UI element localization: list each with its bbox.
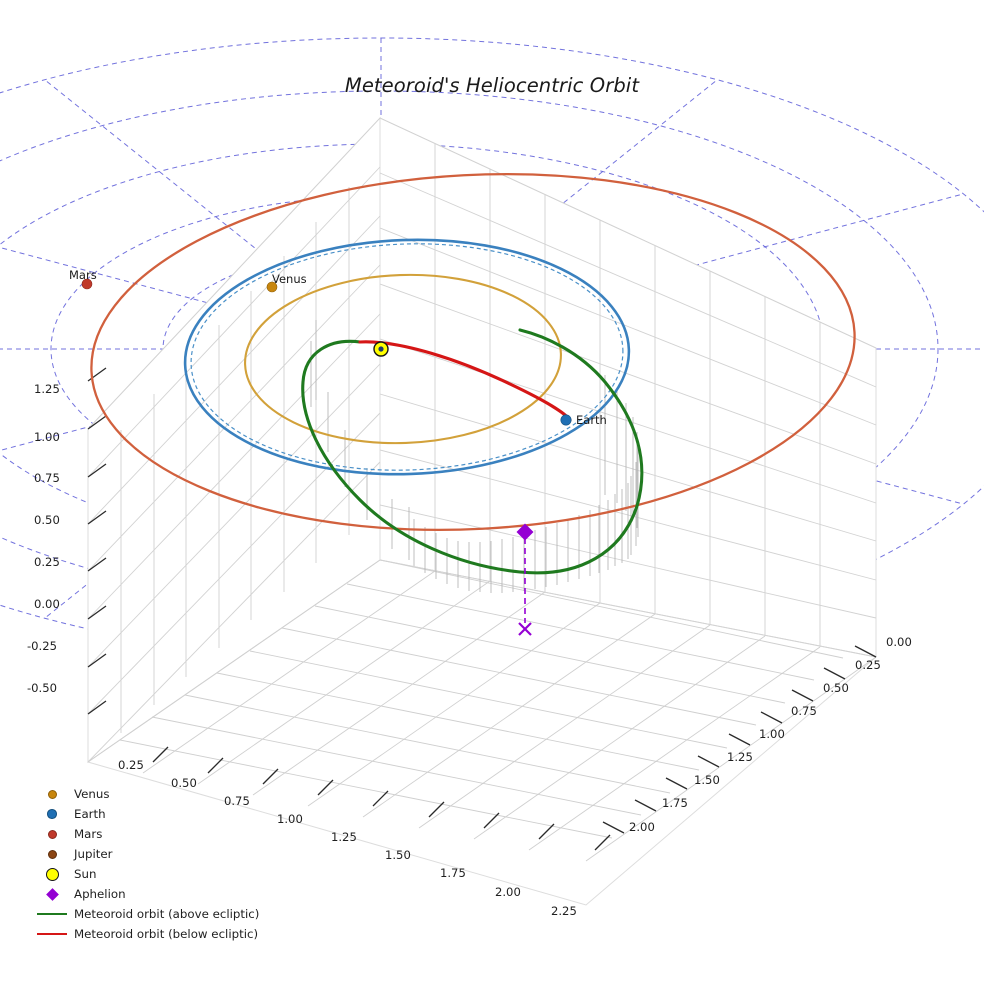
planet-marker-earth [560, 414, 572, 426]
circle-marker-icon [30, 809, 74, 819]
diamond-marker-icon [30, 887, 74, 901]
legend-label: Earth [74, 807, 106, 821]
orbit-jupiter [90, 172, 856, 532]
tick-marks-y [602, 645, 877, 834]
annotation-label-mars: Mars [69, 268, 97, 282]
z-tick-0: 1.25 [34, 382, 60, 396]
aphelion-ground-marker [518, 622, 532, 636]
tick-marks-z [87, 367, 107, 715]
z-tick-2: 0.75 [34, 471, 60, 485]
y-tick-1: 0.25 [855, 658, 881, 672]
x-tick-3: 1.00 [277, 812, 303, 826]
legend-label: Meteoroid orbit (below ecliptic) [74, 927, 259, 941]
legend-label: Mars [74, 827, 103, 841]
y-tick-4: 1.00 [759, 727, 785, 741]
sun-core [378, 346, 384, 352]
circle-marker-icon [30, 849, 74, 859]
tick-marks-x [152, 746, 611, 851]
orbit-venus [244, 273, 562, 445]
x-tick-5: 1.50 [385, 848, 411, 862]
legend-item-jupiter[interactable]: Jupiter [30, 844, 320, 864]
legend-label: Aphelion [74, 887, 126, 901]
legend-item-venus[interactable]: Venus [30, 784, 320, 804]
circle-marker-icon [30, 829, 74, 839]
circle-marker-icon [30, 789, 74, 799]
y-tick-0: 0.00 [886, 635, 912, 649]
z-tick-6: -0.25 [27, 639, 57, 653]
y-tick-8: 2.00 [629, 820, 655, 834]
legend-item-meteoroid-below[interactable]: Meteoroid orbit (below ecliptic) [30, 924, 320, 944]
planet-marker-mars [81, 278, 93, 290]
aphelion-marker [516, 523, 534, 541]
legend-item-earth[interactable]: Earth [30, 804, 320, 824]
legend-item-meteoroid-above[interactable]: Meteoroid orbit (above ecliptic) [30, 904, 320, 924]
planet-marker-venus [266, 281, 278, 293]
z-tick-1: 1.00 [34, 430, 60, 444]
legend-item-aphelion[interactable]: Aphelion [30, 884, 320, 904]
meteoroid-orbit-below [358, 340, 572, 422]
line-sample-icon [30, 913, 74, 915]
z-tick-7: -0.50 [27, 681, 57, 695]
floor-grid-y [87, 559, 877, 862]
orbit-earth [183, 238, 631, 476]
legend-item-sun[interactable]: Sun [30, 864, 320, 884]
x-tick-1: 0.50 [171, 776, 197, 790]
annotation-label-earth: Earth [576, 413, 607, 427]
floor-grid-x [119, 559, 844, 839]
y-tick-3: 0.75 [791, 704, 817, 718]
z-tick-5: 0.00 [34, 597, 60, 611]
x-tick-8: 2.25 [551, 904, 577, 918]
y-tick-5: 1.25 [727, 750, 753, 764]
meteoroid-orbit-above [301, 328, 644, 575]
z-tick-4: 0.25 [34, 555, 60, 569]
z-tick-3: 0.50 [34, 513, 60, 527]
pane-grid-left [87, 117, 381, 763]
x-tick-7: 2.00 [495, 885, 521, 899]
x-tick-6: 1.75 [440, 866, 466, 880]
x-tick-2: 0.75 [224, 794, 250, 808]
legend: Venus Earth Mars Jupiter Sun [30, 784, 320, 944]
legend-label: Sun [74, 867, 97, 881]
line-sample-icon [30, 933, 74, 935]
legend-label: Meteoroid orbit (above ecliptic) [74, 907, 260, 921]
x-tick-0: 0.25 [118, 758, 144, 772]
x-tick-4: 1.25 [331, 830, 357, 844]
legend-label: Venus [74, 787, 110, 801]
y-tick-2: 0.50 [823, 681, 849, 695]
legend-label: Jupiter [74, 847, 113, 861]
orbit-earth-dashed [190, 243, 624, 471]
page-title: Meteoroid's Heliocentric Orbit [344, 74, 640, 97]
circle-marker-icon [30, 867, 74, 881]
annotation-label-venus: Venus [272, 272, 307, 286]
legend-item-mars[interactable]: Mars [30, 824, 320, 844]
y-tick-6: 1.50 [694, 773, 720, 787]
y-tick-7: 1.75 [662, 796, 688, 810]
meteoroid-stems [310, 320, 639, 593]
